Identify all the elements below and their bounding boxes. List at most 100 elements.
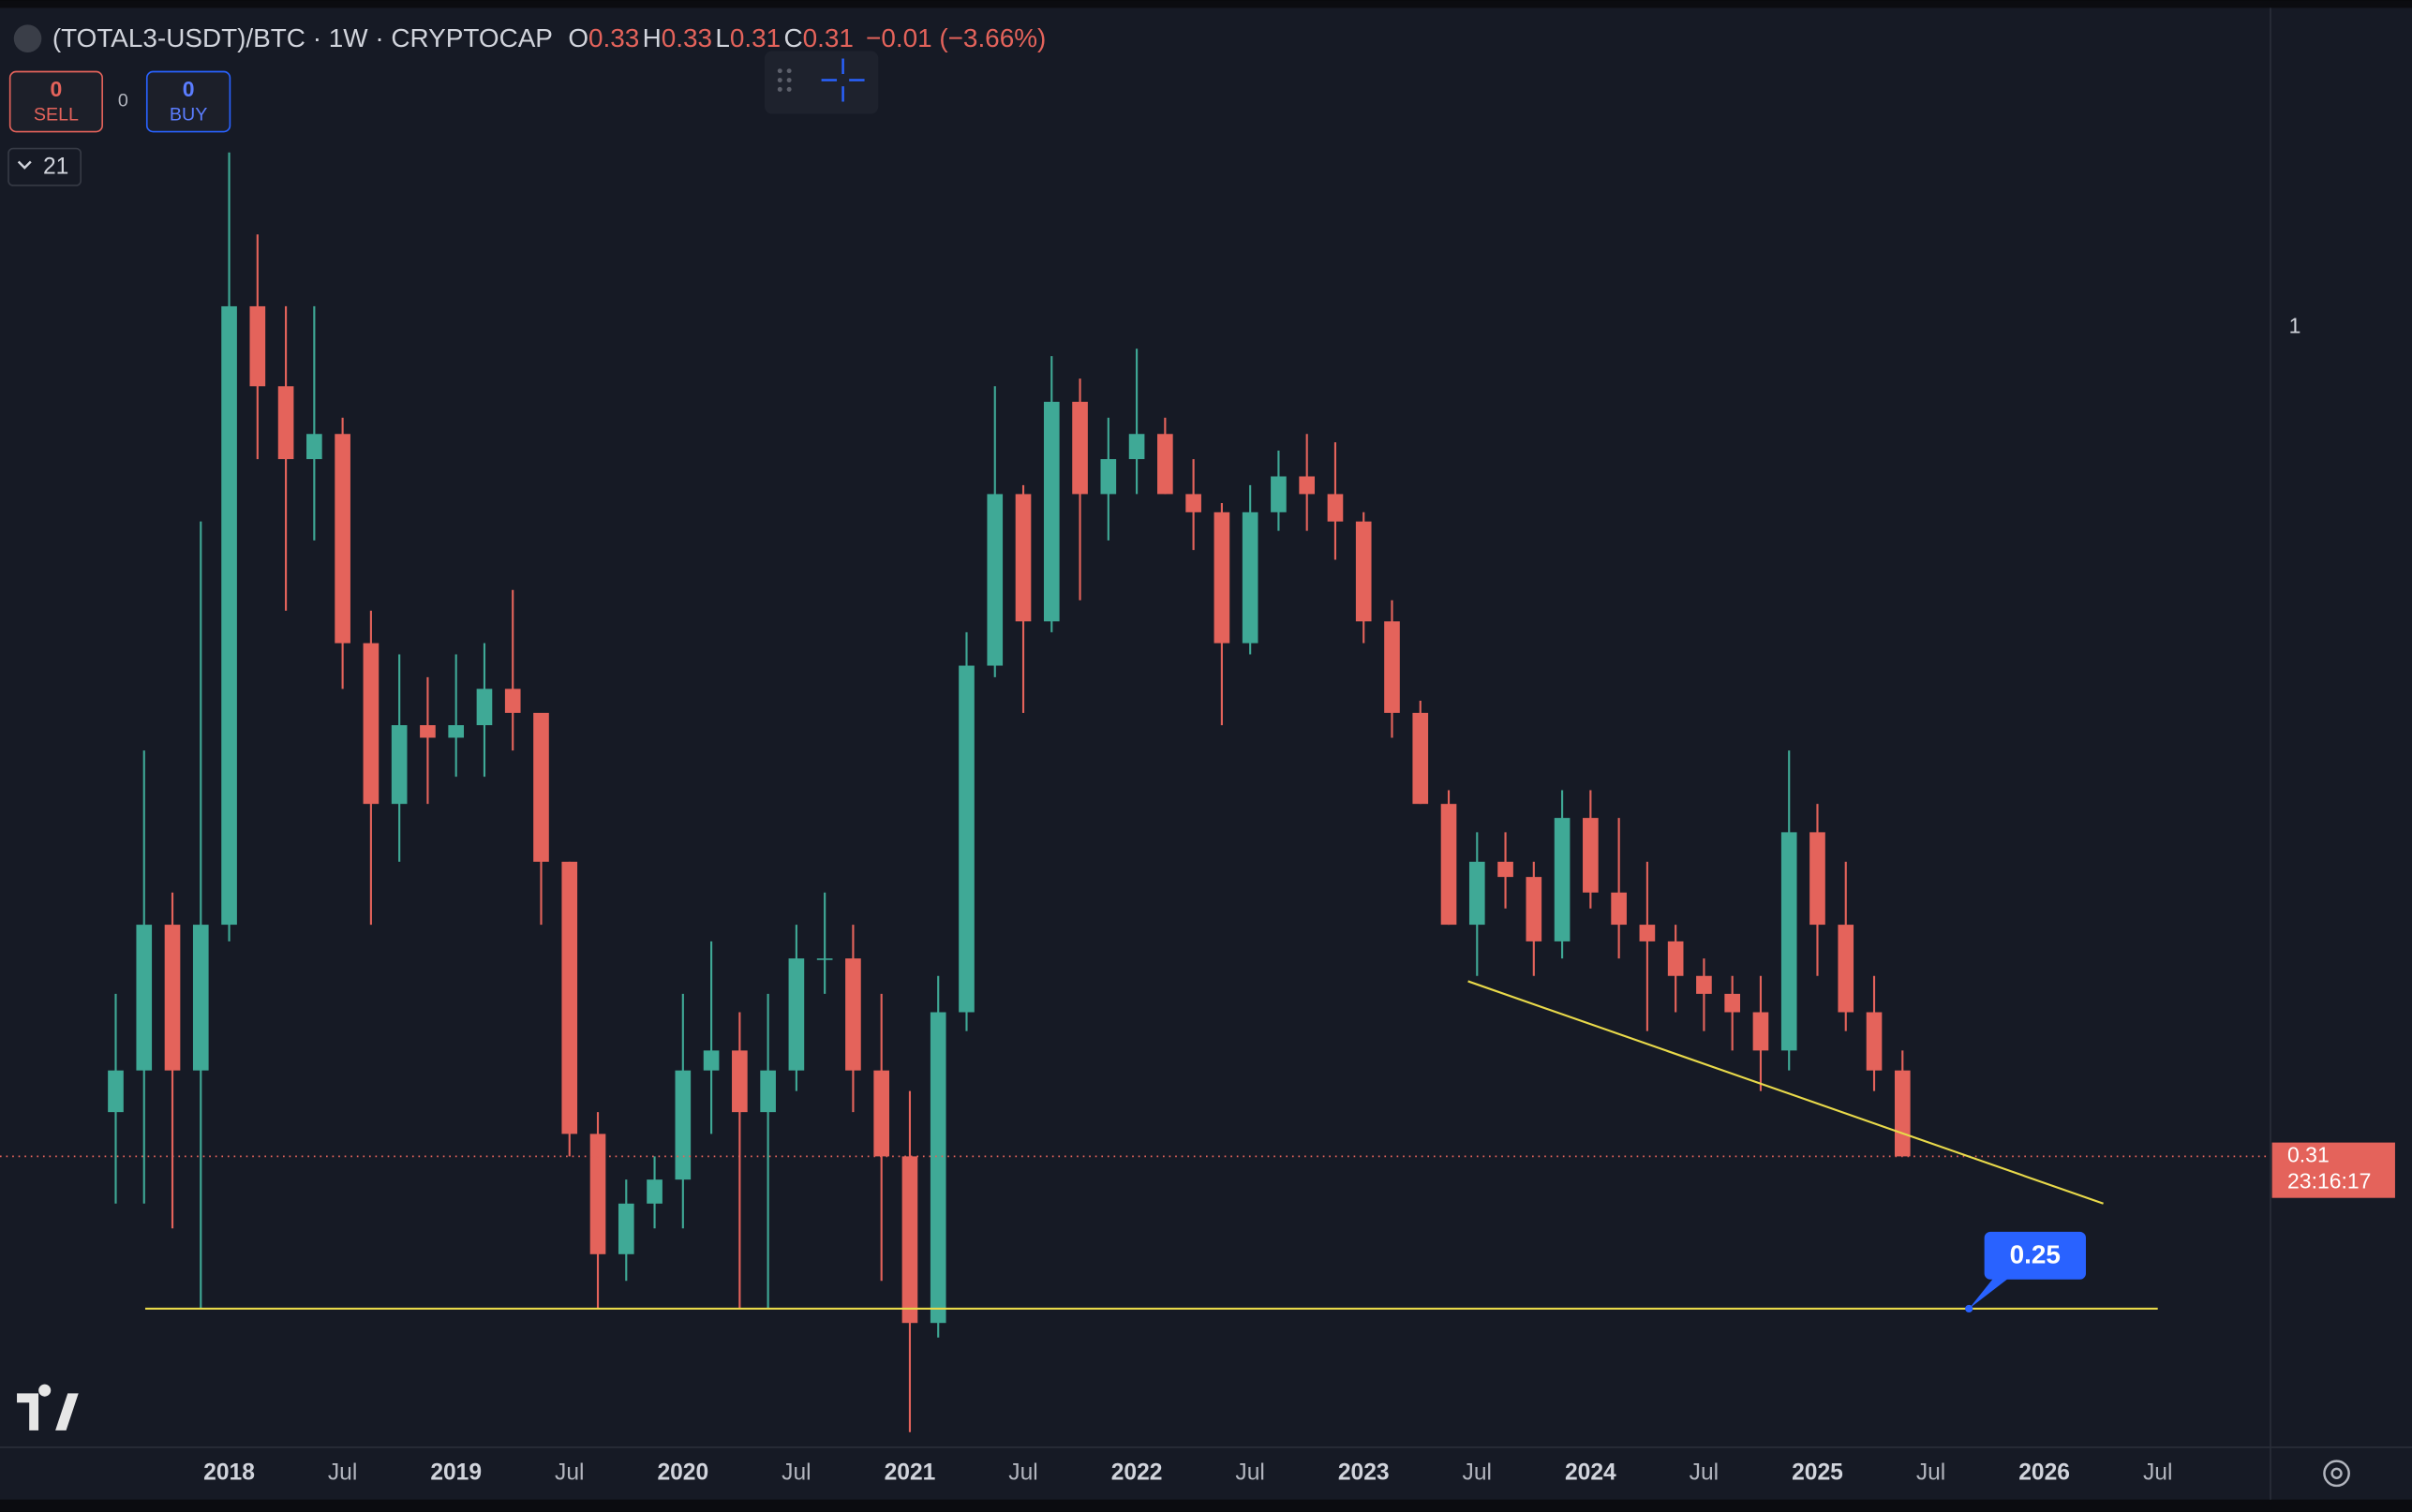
x-tick-label: Jul — [1916, 1460, 1945, 1485]
ohlc-label: H — [643, 23, 662, 52]
candle-body — [1242, 511, 1258, 644]
change: −0.01 (−3.66%) — [866, 23, 1046, 52]
candle-body — [1299, 476, 1316, 495]
ohlc-value: 0.33 — [662, 23, 712, 52]
plot — [108, 152, 1911, 1432]
candle-body — [221, 305, 237, 926]
x-tick-label: 2025 — [1792, 1460, 1843, 1485]
candle-body — [306, 434, 322, 460]
candle-body — [1468, 861, 1485, 926]
candle-body — [1100, 459, 1117, 495]
candle-body — [647, 1179, 663, 1204]
x-tick-label: 2019 — [430, 1460, 482, 1485]
candle-body — [959, 665, 975, 1013]
candle-body — [249, 305, 266, 387]
drag-handle[interactable] — [777, 68, 792, 92]
crosshair-icon[interactable] — [821, 58, 865, 102]
sell-button[interactable] — [8, 70, 103, 133]
candle-body — [987, 494, 1004, 666]
x-tick-label: Jul — [1463, 1460, 1492, 1485]
y-tick-label: 1 — [2289, 313, 2301, 337]
symbol-icon[interactable] — [13, 24, 42, 52]
candle-body — [448, 725, 465, 738]
toggle-count: 21 — [43, 155, 68, 180]
candle-body — [1355, 521, 1372, 622]
toggle-box[interactable] — [7, 147, 82, 186]
tv-logo — [17, 1384, 79, 1430]
candle-body — [1271, 476, 1287, 512]
indicator-toggle[interactable]: 21 — [7, 147, 82, 186]
candle-body — [1440, 804, 1457, 926]
candle-body — [675, 1070, 692, 1180]
candle-body — [277, 386, 294, 460]
candle-body — [1412, 712, 1429, 805]
x-tick-label: 2022 — [1111, 1460, 1163, 1485]
candle-body — [703, 1050, 720, 1071]
candle-body — [1128, 434, 1145, 460]
trade-panel: 0 SELL 0 0 BUY — [8, 70, 231, 133]
label-pointer — [1969, 1278, 2009, 1309]
buy-button[interactable] — [145, 70, 231, 133]
candle-body — [1213, 511, 1230, 644]
candle-body — [873, 1070, 890, 1157]
candle-body — [1724, 993, 1741, 1013]
candle-body — [618, 1203, 634, 1254]
candle-body — [476, 689, 493, 726]
settings-icon[interactable] — [2323, 1460, 2350, 1488]
candle-body — [1809, 832, 1825, 926]
sell-label: SELL — [34, 104, 79, 125]
spread: 0 — [118, 91, 128, 111]
candle-body — [1752, 1012, 1769, 1051]
x-tick-label: Jul — [328, 1460, 357, 1485]
candle-body — [1185, 494, 1201, 512]
x-tick-label: 2018 — [203, 1460, 255, 1485]
price-label-box — [1984, 1231, 2086, 1280]
candle-body — [1043, 401, 1060, 622]
price-label: 0.25 — [2010, 1240, 2061, 1269]
trend-line — [1467, 980, 2104, 1205]
symbol-name: (TOTAL3-USDT)/BTC · 1W · CRYPTOCAP — [52, 23, 553, 52]
candle-body — [391, 725, 408, 805]
candle-body — [1639, 925, 1656, 941]
price-tag — [2271, 1142, 2395, 1198]
candle-body — [192, 925, 209, 1071]
x-tick-label: Jul — [1690, 1460, 1719, 1485]
candle-body — [1526, 877, 1542, 941]
sell-count: 0 — [51, 77, 63, 101]
ohlc-label: O — [568, 23, 588, 52]
candle-body — [1157, 434, 1173, 495]
candle-body — [1838, 925, 1854, 1013]
ohlc-value: 0.33 — [588, 23, 639, 52]
candle-body — [1327, 494, 1344, 522]
x-tick-label: Jul — [555, 1460, 584, 1485]
ohlc-value: 0.31 — [730, 23, 781, 52]
x-tick-label: Jul — [1235, 1460, 1264, 1485]
candle-body — [1780, 832, 1797, 1051]
x-tick-label: 2021 — [885, 1460, 936, 1485]
candle-body — [816, 958, 833, 960]
ohlc-label: L — [715, 23, 730, 52]
candle-body — [1696, 975, 1712, 994]
x-tick-label: 2024 — [1565, 1460, 1616, 1485]
price-tag-value: 0.31 — [2287, 1142, 2330, 1166]
candle-body — [1583, 818, 1599, 893]
candle-body — [845, 958, 861, 1071]
candle-body — [136, 925, 153, 1071]
x-tick-label: 2026 — [2018, 1460, 2070, 1485]
x-tick-label: Jul — [782, 1460, 811, 1485]
floating-toolbar[interactable] — [764, 51, 879, 114]
candle-body — [1894, 1070, 1911, 1157]
buy-count: 0 — [183, 77, 195, 101]
candle-body — [930, 1012, 946, 1324]
candle-body — [420, 725, 436, 738]
candle-body — [533, 712, 549, 862]
candle-body — [901, 1156, 918, 1324]
candle-body — [335, 434, 350, 644]
candle-body — [1015, 494, 1032, 622]
candle-body — [363, 643, 380, 805]
countdown: 23:16:17 — [2287, 1168, 2371, 1193]
candle-body — [732, 1050, 748, 1113]
x-tick-label: 2020 — [657, 1460, 708, 1485]
